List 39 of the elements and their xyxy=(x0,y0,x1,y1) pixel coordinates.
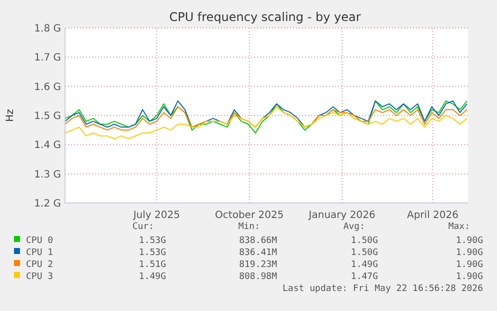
text: 1.50G xyxy=(350,248,378,258)
text: 819.23M xyxy=(239,260,278,270)
y-tick-label: 1.7 G xyxy=(34,52,61,64)
x-tick-label: October 2025 xyxy=(215,210,284,221)
legend-label: CPU 2 xyxy=(26,260,54,270)
legend-label: CPU 3 xyxy=(26,272,54,282)
text: 1.90G xyxy=(456,272,483,282)
text: Last update: Fri May 22 16:56:28 2026 xyxy=(282,284,483,294)
text: 1.90G xyxy=(456,260,483,270)
text: Min: xyxy=(238,222,260,232)
chart-title: CPU frequency scaling - by year xyxy=(169,10,361,24)
text: 1.50G xyxy=(350,236,378,246)
text: 1.49G xyxy=(350,260,378,270)
text: 1.53G xyxy=(138,248,166,258)
text: 1.90G xyxy=(456,248,483,258)
text: 808.98M xyxy=(239,272,278,282)
y-tick-label: 1.4 G xyxy=(34,140,61,152)
text: 1.51G xyxy=(138,260,166,270)
text: 1.49G xyxy=(138,272,166,282)
x-tick-label: April 2026 xyxy=(406,210,458,221)
y-tick-label: 1.5 G xyxy=(34,111,61,122)
text: 838.66M xyxy=(239,236,278,246)
x-tick-label: January 2026 xyxy=(308,210,376,221)
line-series xyxy=(64,106,468,140)
text: Cur: xyxy=(132,222,154,232)
x-tick-label: July 2025 xyxy=(132,210,180,221)
y-tick-label: 1.2 G xyxy=(34,198,61,210)
text: Avg: xyxy=(343,222,365,232)
legend-label: CPU 1 xyxy=(26,248,54,258)
y-tick-label: 1.6 G xyxy=(34,82,61,93)
text: 1.53G xyxy=(138,236,166,246)
text: 836.41M xyxy=(239,248,278,258)
text: 1.47G xyxy=(350,272,378,282)
y-tick-label: 1.8 G xyxy=(34,24,61,34)
y-tick-label: 1.3 G xyxy=(34,169,61,180)
text: 1.90G xyxy=(456,236,483,246)
y-axis-title: Hz xyxy=(5,109,16,122)
text: Max: xyxy=(448,222,470,232)
legend-label: CPU 0 xyxy=(26,236,54,246)
